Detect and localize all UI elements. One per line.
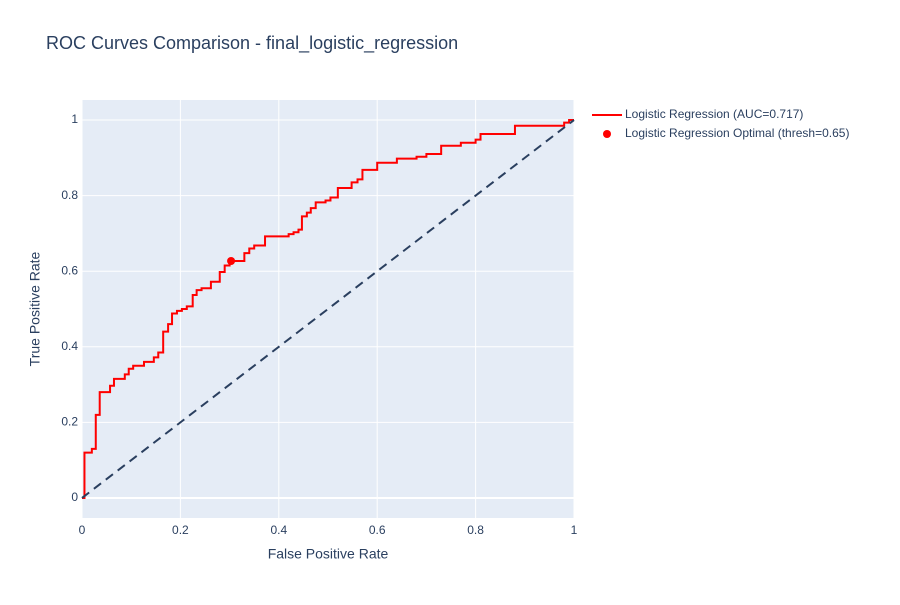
y-tick-label: 0.4	[61, 339, 78, 353]
y-tick-label: 0.2	[61, 415, 78, 429]
marks	[81, 119, 575, 499]
y-axis-title: True Positive Rate	[27, 251, 43, 366]
chart-title: ROC Curves Comparison - final_logistic_r…	[46, 33, 458, 54]
x-tick-label: 0.6	[369, 523, 386, 537]
legend-symbol	[603, 130, 611, 138]
legend: Logistic Regression (AUC=0.717) Logistic …	[592, 107, 849, 140]
x-tick-label: 1	[571, 523, 578, 537]
legend-label: Logistic Regression (AUC=0.717)	[625, 107, 803, 121]
y-tick-label: 0.6	[61, 263, 78, 277]
optimal-point	[227, 257, 236, 266]
x-tick-label: 0	[79, 523, 86, 537]
x-tick-label: 0.8	[467, 523, 484, 537]
y-tick-label: 1	[71, 112, 78, 126]
x-tick-label: 0.2	[172, 523, 189, 537]
plot-background	[82, 100, 574, 518]
legend-label: Logistic Regression Optimal (thresh=0.65…	[625, 126, 849, 140]
x-tick-label: 0.4	[270, 523, 287, 537]
roc-line	[82, 119, 574, 499]
x-axis-title: False Positive Rate	[268, 546, 389, 562]
y-tick-label: 0	[71, 490, 78, 504]
y-tick-label: 0.8	[61, 188, 78, 202]
reference-line	[81, 119, 575, 499]
